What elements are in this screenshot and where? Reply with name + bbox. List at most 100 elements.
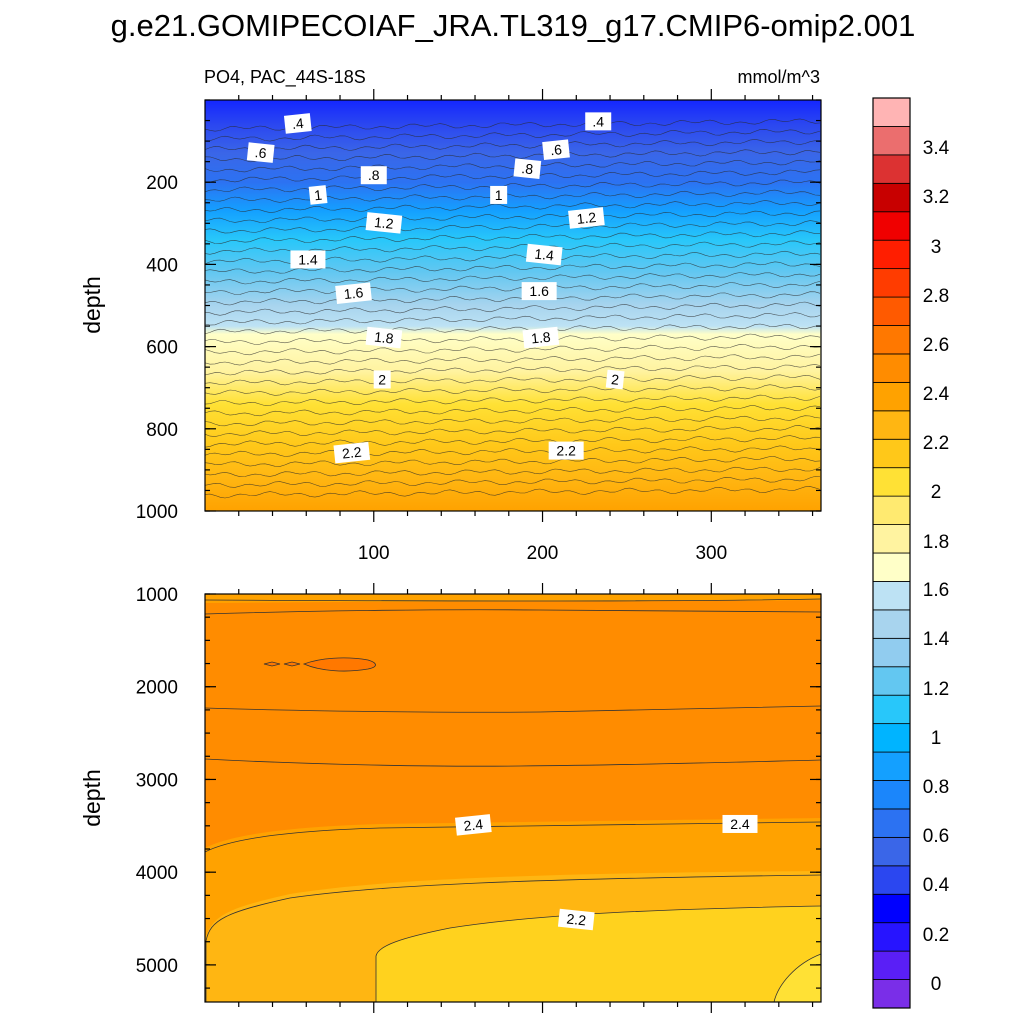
colorbar-swatch: [872, 865, 911, 895]
upper-contour-label-text: 2: [610, 371, 620, 388]
upper-contour-label: 2: [373, 370, 391, 389]
upper-contour-label-box: [308, 185, 328, 205]
lower-contour: [204, 758, 822, 767]
upper-contour-label-box: [373, 370, 391, 389]
lower-contour-labels: 2.4 2.4 2.2: [454, 814, 758, 931]
lower-contour: [205, 874, 822, 1002]
lower-ylabel: depth: [79, 769, 105, 827]
upper-axis-ticks: 200 400 600 800 1000 100 200 300: [136, 89, 821, 564]
upper-contour: [204, 323, 821, 335]
ytick-label: 1000: [136, 585, 178, 606]
ytick-label: 600: [146, 338, 178, 359]
upper-contour-label: .8: [513, 158, 542, 179]
upper-contour-label: 1.6: [335, 282, 372, 304]
lower-contour: [204, 598, 822, 602]
upper-contour-label-text: 1.8: [530, 329, 551, 347]
upper-contour-label-box: [568, 207, 605, 229]
upper-contour-label: 1: [308, 185, 328, 205]
upper-contour: [204, 312, 821, 326]
colorbar-swatch: [872, 524, 911, 554]
colorbar-swatch: [872, 979, 911, 1009]
colorbar-swatch: [872, 808, 911, 838]
colorbar-label: 2: [931, 482, 942, 503]
upper-contour-label: .4: [283, 113, 312, 134]
lower-patch-2.8: [263, 657, 376, 672]
upper-contour-label-text: .6: [549, 141, 562, 158]
colorbar-label: 2.2: [923, 433, 949, 454]
upper-contour: [204, 281, 821, 295]
upper-ylabel: depth: [79, 276, 105, 334]
upper-contour: [204, 476, 821, 488]
lower-contour-label-box: [722, 814, 758, 833]
upper-contour-label-box: [365, 326, 403, 349]
colorbar-swatch: [872, 637, 911, 668]
upper-contour-label-text: 2: [378, 371, 386, 387]
upper-contour: [204, 435, 821, 448]
colorbar-swatch: [872, 97, 911, 127]
colorbar-label: 0.8: [923, 777, 949, 798]
colorbar-label: 2.6: [923, 335, 949, 356]
colorbar-swatch: [872, 381, 911, 412]
lower-contour-label: 2.4: [722, 814, 758, 833]
upper-contour-label-text: 1.2: [576, 209, 597, 227]
colorbar-label: 3.2: [923, 187, 949, 208]
colorbar-swatch: [872, 751, 911, 781]
colorbar-swatch: [872, 893, 911, 924]
upper-contour-label-text: 1.4: [298, 251, 318, 267]
upper-contour: [204, 353, 821, 366]
upper-contour-label-box: [246, 142, 275, 163]
upper-contour-label: .4: [585, 112, 612, 131]
upper-contour: [204, 149, 821, 163]
left-string: PO4, PAC_44S-18S: [204, 67, 366, 88]
upper-contour: [204, 333, 821, 345]
ytick-label: 1000: [136, 502, 178, 523]
xtick-label: 200: [527, 543, 559, 564]
upper-contour-label-text: .4: [592, 113, 604, 129]
upper-contour-label-box: [542, 139, 570, 161]
upper-contour: [204, 415, 821, 427]
colorbar-swatch: [872, 581, 911, 611]
colorbar-swatch: [872, 694, 911, 725]
colorbar-label: 3: [931, 237, 942, 258]
lower-band-2.2: [376, 906, 821, 1002]
upper-contour-label: 2: [605, 369, 625, 390]
upper-contour-label-box: [548, 441, 584, 460]
lower-contour: [375, 905, 822, 1002]
colorbar-swatch: [872, 666, 911, 696]
lower-contour-label-box: [454, 814, 492, 836]
colorbar-swatch: [872, 353, 911, 383]
lower-contour-label-text: 2.4: [730, 816, 750, 832]
colorbar-swatch: [872, 552, 911, 582]
upper-contour: [204, 394, 821, 406]
upper-contour-label-text: .6: [254, 144, 267, 161]
colorbar-swatch: [872, 723, 911, 753]
colorbar-swatch: [872, 836, 911, 867]
upper-contour-label: 2.2: [333, 441, 371, 464]
upper-contour-label-text: 1.2: [373, 214, 394, 232]
upper-contour: [204, 210, 821, 223]
upper-contour-label-text: 2.2: [556, 443, 576, 459]
upper-contour-label-text: 1.8: [373, 329, 394, 347]
lower-contour-label-text: 2.4: [463, 816, 484, 834]
upper-contour: [204, 456, 821, 467]
upper-contour-label: .6: [246, 142, 275, 163]
upper-contour: [204, 425, 821, 437]
colorbar-label: 1: [931, 728, 942, 749]
upper-panel: .4.4.6.6.8.81 11.2 1.21.4 1.41.6 1.61.8 1.82 2…: [79, 89, 822, 564]
upper-contour-label-box: [333, 441, 371, 464]
colorbar-swatch: [872, 495, 911, 525]
lower-axis-ticks: 1000 2000 3000 4000 5000: [136, 583, 821, 1013]
colorbar-label: 1.6: [923, 580, 949, 601]
colorbar-swatch: [872, 922, 911, 952]
lower-contour: [204, 609, 822, 615]
lower-contour: [204, 821, 822, 853]
upper-contour-label-box: [525, 243, 563, 266]
colorbar-swatch: [872, 296, 911, 326]
upper-contour-label: 1.8: [522, 326, 560, 349]
colorbar-swatch: [872, 780, 911, 810]
upper-contour: [204, 189, 821, 203]
upper-contour-label-box: [522, 326, 560, 349]
lower-contour-label: 2.4: [454, 814, 492, 836]
upper-contour-label-box: [490, 185, 508, 204]
